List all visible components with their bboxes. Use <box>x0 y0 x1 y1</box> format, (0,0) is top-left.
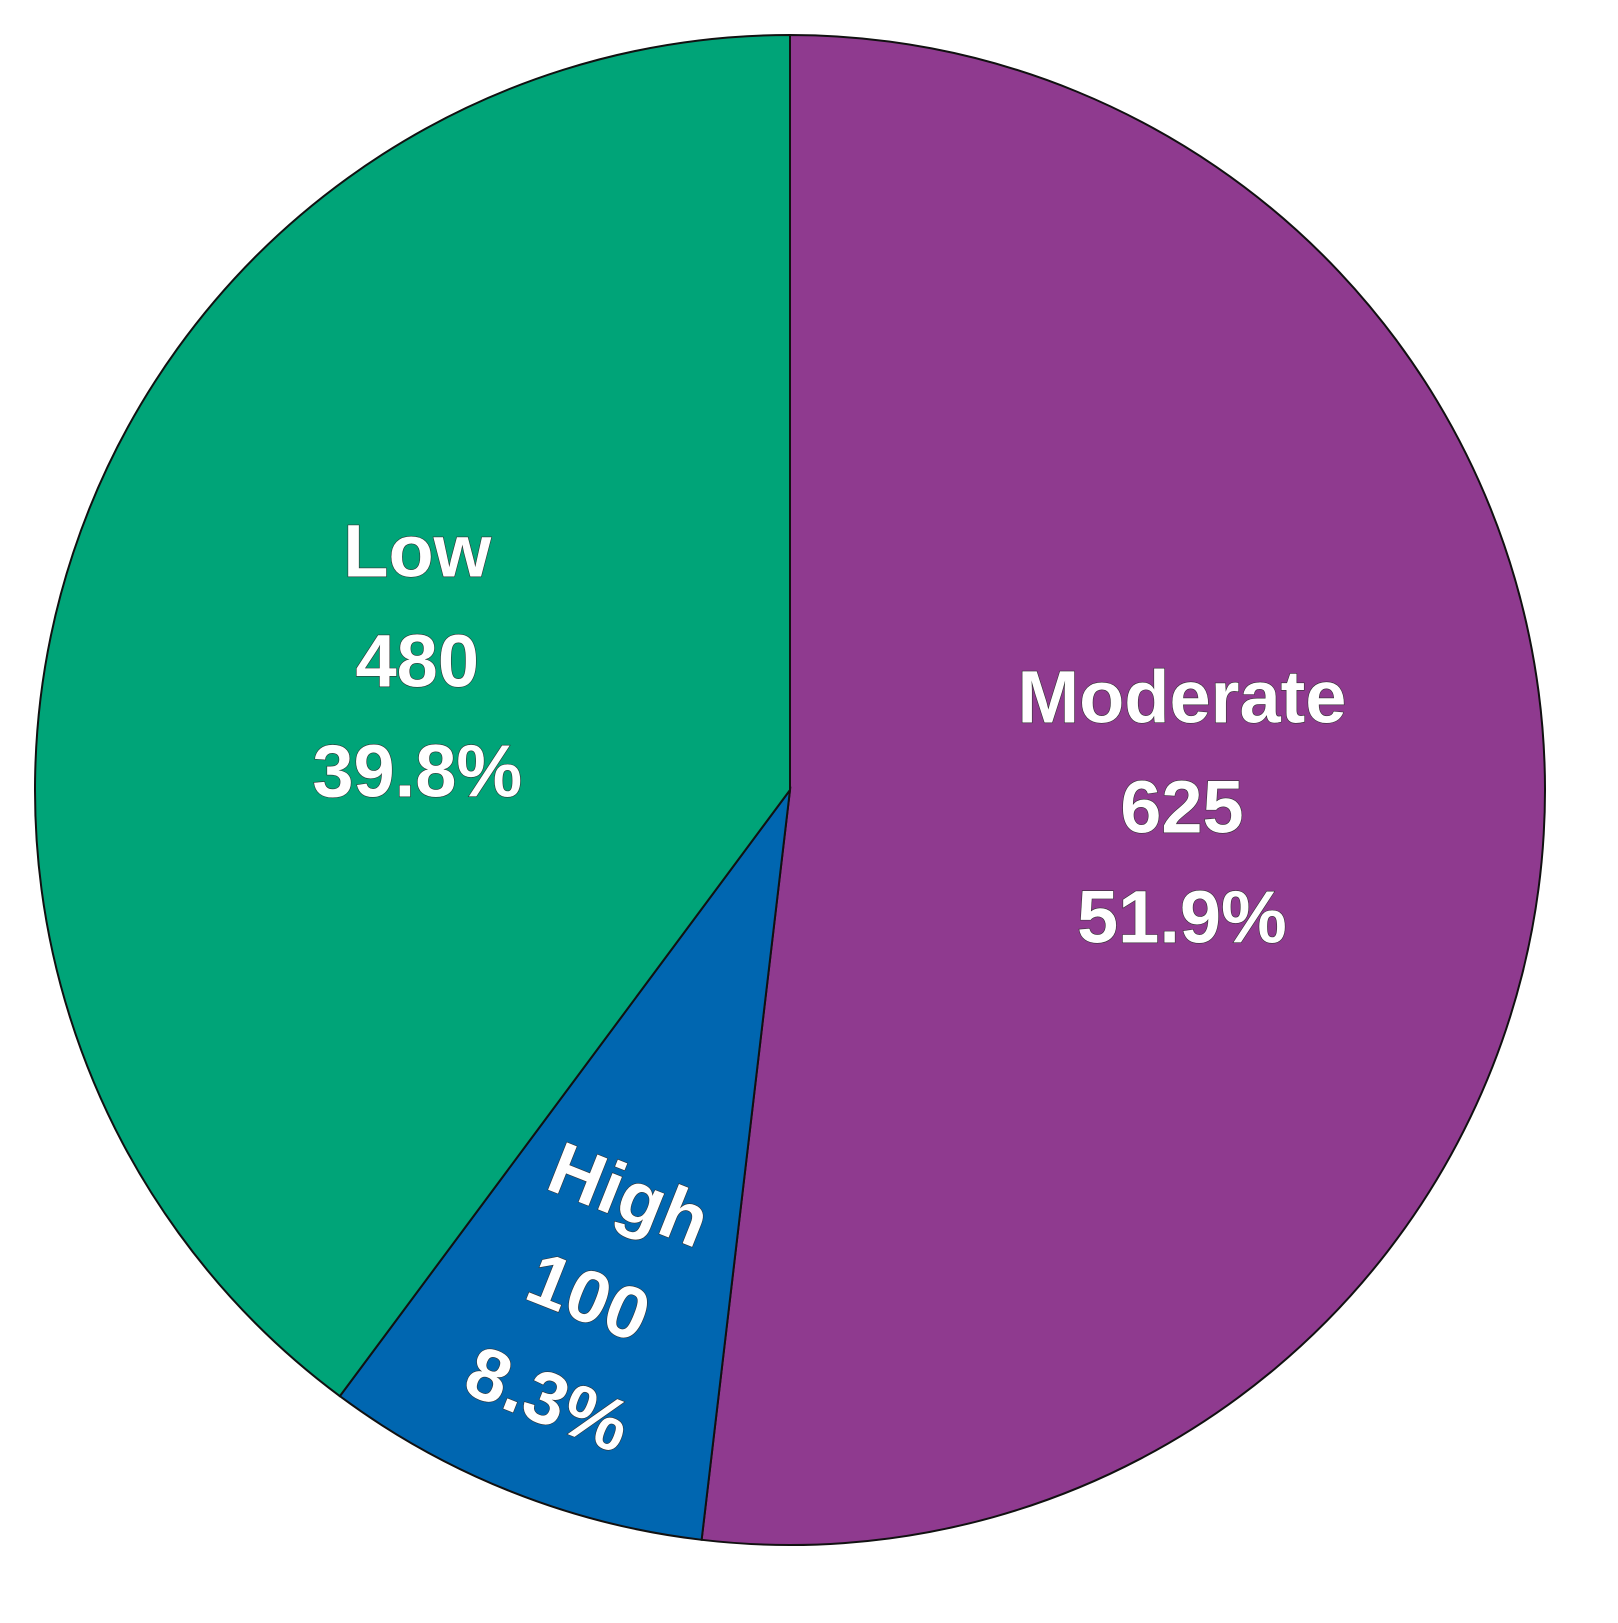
pie-slice <box>700 33 1546 1546</box>
pie-slice <box>338 786 792 1541</box>
percent-label: 39.8% <box>312 729 522 812</box>
pie-slice <box>33 33 791 1398</box>
slice-label: Moderate 625 51.9% <box>1017 655 1347 959</box>
value-label: 625 <box>1120 766 1243 849</box>
value-label: 480 <box>356 619 479 702</box>
category-label: Moderate <box>1017 656 1346 739</box>
percent-label: 51.9% <box>1077 876 1287 959</box>
slice-label: Low 480 39.8% <box>312 509 523 813</box>
category-label: Low <box>343 509 491 592</box>
